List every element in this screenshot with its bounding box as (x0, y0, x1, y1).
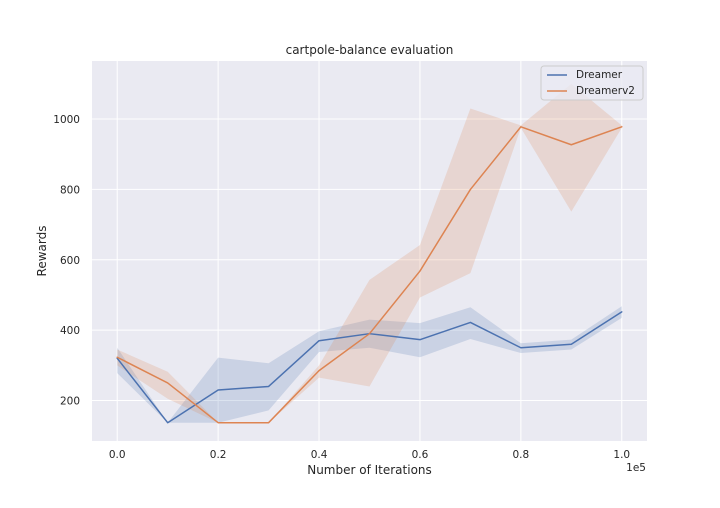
x-axis-offset-text: 1e5 (626, 462, 646, 474)
y-tick-label: 400 (60, 325, 80, 337)
series-line-dreamerv2 (116, 126, 623, 424)
y-tick-label: 800 (60, 184, 80, 196)
x-tick-label: 0.4 (311, 449, 328, 461)
x-tick-label: 0.6 (412, 449, 429, 461)
legend: Dreamer Dreamerv2 (540, 65, 644, 101)
grid-layer (92, 61, 647, 441)
y-axis-label: Rewards (35, 226, 49, 277)
tick-labels: 0.0 0.2 0.4 0.6 0.8 1.0 200 400 600 800 1000 (53, 114, 630, 461)
x-tick-label: 0.0 (109, 449, 126, 461)
plot-area (92, 61, 647, 441)
legend-label-dreamer: Dreamer (576, 69, 623, 81)
x-tick-label: 1.0 (613, 449, 630, 461)
x-axis-label: Number of Iterations (307, 463, 432, 477)
x-tick-label: 0.2 (210, 449, 227, 461)
y-tick-label: 200 (60, 396, 80, 408)
x-tick-label: 0.8 (513, 449, 530, 461)
legend-label-dreamerv2: Dreamerv2 (576, 85, 635, 97)
series-lines (116, 126, 623, 424)
y-tick-label: 1000 (53, 114, 80, 126)
y-tick-label: 600 (60, 255, 80, 267)
chart-title: cartpole-balance evaluation (286, 43, 454, 57)
band-dreamerv2 (117, 83, 622, 423)
